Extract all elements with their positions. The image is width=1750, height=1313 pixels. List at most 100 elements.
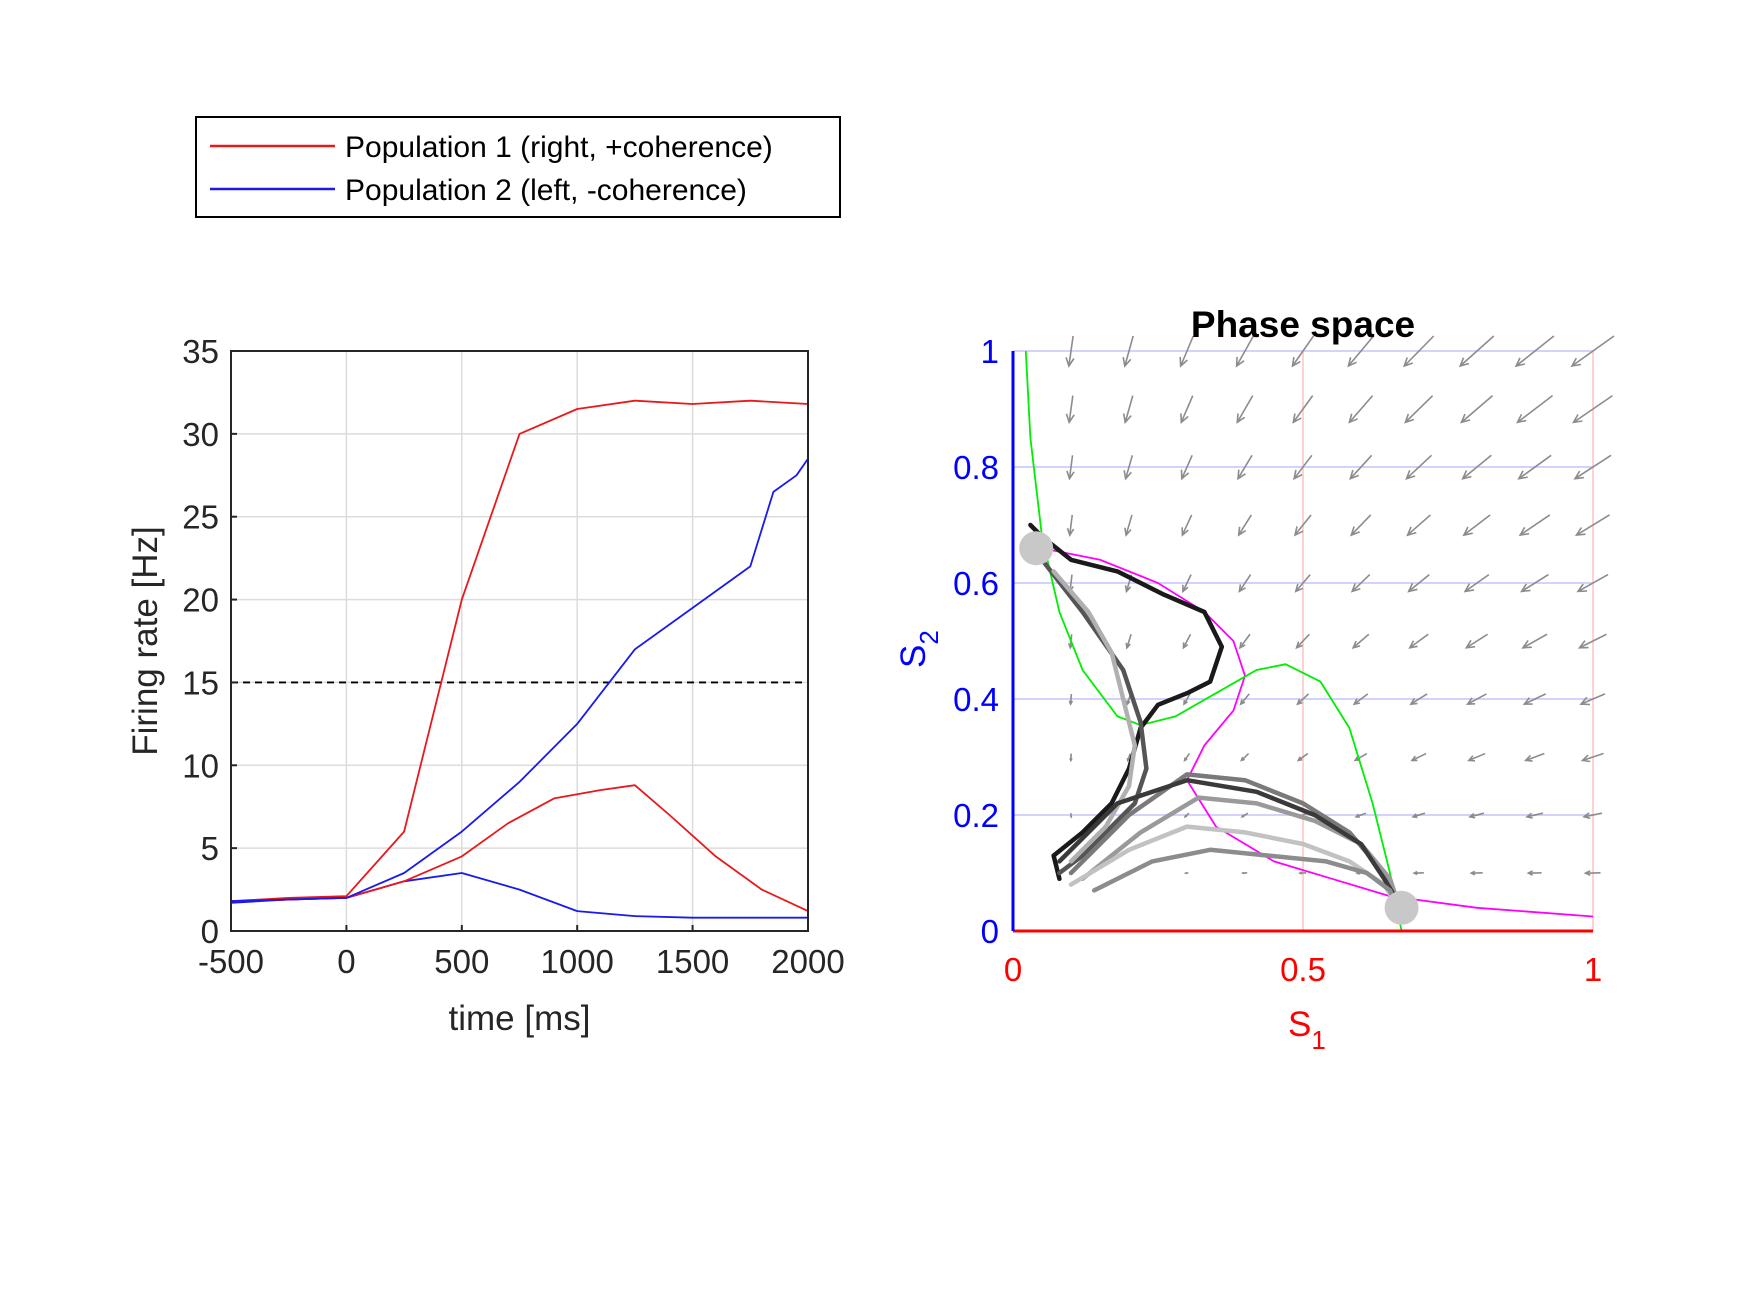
field-arrow xyxy=(1464,633,1489,649)
field-arrow xyxy=(1516,395,1554,424)
field-arrow xyxy=(1235,335,1255,368)
field-arrow xyxy=(1237,514,1253,537)
field-arrow xyxy=(1180,395,1194,424)
field-arrow xyxy=(1291,335,1315,368)
field-arrow xyxy=(1347,335,1375,368)
trajectories xyxy=(1028,522,1404,922)
field-arrow xyxy=(1467,752,1486,762)
field-arrow xyxy=(1349,454,1373,481)
field-arrow xyxy=(1403,335,1435,368)
x-axis-label-s1-main: S xyxy=(1288,1005,1311,1044)
field-arrow xyxy=(1580,752,1604,763)
field-arrow xyxy=(1124,514,1133,537)
y-tick-label-15: 15 xyxy=(182,664,219,701)
trajectory-1 xyxy=(1028,522,1225,882)
x-axis-label-time: time [ms] xyxy=(449,999,591,1038)
field-arrow xyxy=(1183,871,1189,875)
field-arrow xyxy=(1183,812,1190,819)
field-arrow xyxy=(1462,514,1491,537)
field-arrow xyxy=(1351,633,1370,650)
field-arrow xyxy=(1404,395,1434,424)
field-arrow xyxy=(1066,455,1075,481)
phase-space-ticks: 0 0.5 1 0 0.2 0.4 0.6 0.8 1 xyxy=(953,333,1602,988)
y-tick-label-0: 0 xyxy=(201,913,219,950)
y-tick-label-25: 25 xyxy=(182,499,219,536)
field-arrow xyxy=(1238,633,1251,650)
x-axis-label-s1: S1 xyxy=(1288,1005,1326,1055)
fixed-point-1 xyxy=(1019,531,1054,566)
field-arrow xyxy=(1122,395,1134,425)
field-arrow xyxy=(1065,395,1075,425)
fixed-points xyxy=(1019,531,1419,925)
field-arrow xyxy=(1069,813,1073,819)
x-tick-label-500: 500 xyxy=(434,943,489,980)
y-tick-label-s2-0-2: 0.2 xyxy=(953,797,999,834)
field-arrow xyxy=(1405,454,1433,480)
firing-rate-traces xyxy=(230,399,809,919)
field-arrow xyxy=(1239,693,1250,706)
field-arrow xyxy=(1068,693,1074,706)
field-arrow xyxy=(1574,514,1610,537)
field-arrow xyxy=(1411,812,1426,819)
field-arrow xyxy=(1465,693,1487,705)
field-arrow xyxy=(1240,812,1249,818)
fixed-point-2 xyxy=(1384,890,1419,925)
field-arrow xyxy=(1523,752,1545,762)
y-tick-label-30: 30 xyxy=(182,416,219,453)
field-arrow xyxy=(1571,394,1613,424)
field-arrow xyxy=(1577,633,1607,649)
trajectory-3 xyxy=(1051,569,1138,864)
series-line-population-1-right-coherence xyxy=(230,399,809,903)
y-tick-label-s2-0: 0 xyxy=(981,913,999,950)
phase-space-title: Phase space xyxy=(1191,304,1415,345)
field-arrow xyxy=(1520,573,1549,593)
series-line-trace-4 xyxy=(230,458,809,903)
x-tick-label-s1-0: 0 xyxy=(1004,951,1022,988)
x-tick-label-s1-0-5: 0.5 xyxy=(1280,951,1326,988)
y-axis-label-firing-rate: Firing rate [Hz] xyxy=(126,526,165,756)
field-arrow xyxy=(1352,693,1369,706)
firing-rate-axes-box xyxy=(230,350,809,932)
x-tick-label-1500: 1500 xyxy=(656,943,729,980)
field-arrow xyxy=(1518,514,1551,537)
field-arrow xyxy=(1065,335,1075,368)
field-arrow xyxy=(1350,574,1371,593)
field-arrow xyxy=(1296,693,1310,706)
field-arrow xyxy=(1570,335,1615,368)
field-arrow xyxy=(1468,812,1485,819)
field-arrow xyxy=(1236,395,1254,424)
y-tick-label-s2-1: 1 xyxy=(981,333,999,370)
field-arrow xyxy=(1126,753,1132,763)
field-arrow xyxy=(1293,514,1312,537)
y-axis-label-s2-sub: 2 xyxy=(914,630,944,644)
field-arrow xyxy=(1458,335,1495,368)
field-arrow xyxy=(1180,454,1193,481)
trajectory-8 xyxy=(1091,847,1404,922)
y-tick-label-s2-0-4: 0.4 xyxy=(953,681,999,718)
field-arrow xyxy=(1461,454,1492,480)
field-arrow xyxy=(1583,870,1601,877)
field-arrow xyxy=(1182,633,1192,650)
field-arrow xyxy=(1579,693,1606,706)
field-arrow xyxy=(1350,514,1372,537)
field-arrow xyxy=(1412,870,1424,876)
x-tick-label-0: 0 xyxy=(337,943,355,980)
field-arrow xyxy=(1517,454,1552,480)
field-arrow xyxy=(1582,812,1603,820)
field-arrow xyxy=(1179,335,1195,368)
series-line-trace-3 xyxy=(230,784,809,912)
field-arrow xyxy=(1526,870,1542,876)
field-arrow xyxy=(1240,871,1248,875)
field-arrow xyxy=(1348,395,1374,424)
y-tick-label-10: 10 xyxy=(182,747,219,784)
field-arrow xyxy=(1406,514,1431,537)
field-arrow xyxy=(1354,812,1367,818)
y-axis-label-s2-main: S xyxy=(894,645,933,668)
y-axis-label-s2: S2 xyxy=(894,630,944,668)
legend-box xyxy=(195,116,841,218)
trajectory-5 xyxy=(1080,795,1404,916)
y-tick-label-5: 5 xyxy=(201,830,219,867)
field-arrow xyxy=(1576,573,1609,593)
